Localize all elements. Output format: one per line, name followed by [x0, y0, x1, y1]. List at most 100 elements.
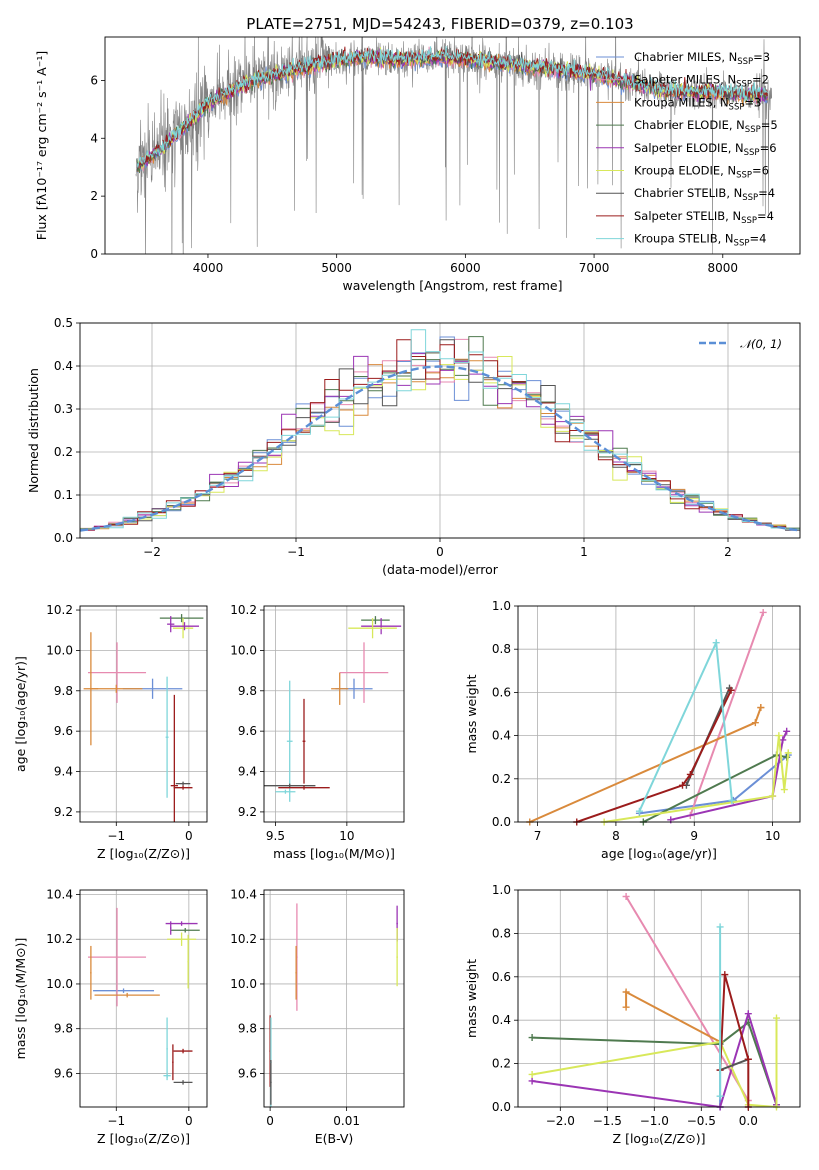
y-tick-label: 9.4 [54, 765, 73, 779]
y-tick-label: 0.4 [54, 359, 73, 373]
mass-weight-line [689, 612, 765, 816]
y-tick-label: 0.0 [492, 815, 511, 829]
y-tick-label: 10.2 [230, 603, 257, 617]
x-tick-label: 0 [266, 1114, 274, 1128]
mass-weight-line [531, 1010, 778, 1107]
y-tick-label: 0.5 [54, 316, 73, 330]
mass-weight-line [719, 1058, 749, 1072]
legend-label: Chabrier MILES, NSSP=3 [634, 50, 770, 67]
y-tick-label: 10.0 [230, 977, 257, 991]
x-tick-label: 7000 [579, 261, 610, 275]
y-tick-label: 0.1 [54, 488, 73, 502]
x-tick-label: 7 [534, 829, 542, 843]
y-tick-label: 10.2 [230, 932, 257, 946]
data-point-marker [635, 807, 643, 815]
x-tick-label: 10 [765, 829, 780, 843]
y-tick-label: 0.0 [492, 1100, 511, 1114]
x-tick-label: 8 [612, 829, 620, 843]
y-tick-label: 1.0 [492, 599, 511, 613]
mass-weight-line [625, 990, 721, 1043]
data-point-marker [716, 923, 724, 931]
axes-frame [263, 605, 405, 823]
axes-frame [79, 605, 208, 823]
x-tick-label: 2 [724, 545, 732, 559]
y-tick-label: 10.4 [46, 887, 73, 901]
data-point-marker [721, 971, 729, 979]
y-axis-label: mass weight [464, 674, 479, 753]
y-tick-label: 0.0 [54, 531, 73, 545]
legend-label: Chabrier STELIB, NSSP=4 [634, 186, 775, 203]
axes-frame [79, 322, 801, 539]
data-point-marker [528, 1077, 536, 1085]
y-axis-label: age [log₁₀(age/yr)] [13, 656, 28, 772]
y-tick-label: 0.2 [492, 772, 511, 786]
y-tick-label: 10.4 [230, 887, 257, 901]
y-tick-label: 10.0 [230, 643, 257, 657]
mass-weight-line [576, 689, 733, 822]
data-point-marker [528, 1070, 536, 1078]
x-tick-label: 0 [185, 1114, 193, 1128]
y-tick-label: 9.2 [238, 805, 257, 819]
data-point-marker [528, 1034, 536, 1042]
x-tick-label: −1 [287, 545, 305, 559]
legend-label: Chabrier ELODIE, NSSP=5 [634, 118, 778, 135]
y-tick-label: 0.3 [54, 402, 73, 416]
y-tick-label: 0.8 [492, 926, 511, 940]
y-tick-label: 0.6 [492, 970, 511, 984]
mass-weight-line [670, 730, 788, 821]
chart-title: PLATE=2751, MJD=54243, FIBERID=0379, z=0… [246, 15, 633, 33]
x-tick-label: 1 [580, 545, 588, 559]
panel-7 [514, 889, 800, 1111]
y-axis-label: Flux [fλ10⁻¹⁷ erg cm⁻² s⁻¹ A⁻¹] [34, 51, 49, 240]
data-point-marker [775, 732, 783, 740]
y-tick-label: 10.2 [46, 932, 73, 946]
x-tick-label: 8000 [708, 261, 739, 275]
x-tick-label: 0.0 [739, 1114, 758, 1128]
x-tick-label: −1.0 [640, 1114, 669, 1128]
axes-frame [79, 889, 208, 1108]
x-tick-label: −1 [107, 829, 125, 843]
data-point-marker [728, 796, 736, 804]
y-tick-label: 9.8 [54, 684, 73, 698]
data-point-marker [751, 719, 759, 727]
model-fit-line [136, 48, 768, 172]
x-tick-label: 4000 [193, 261, 224, 275]
x-tick-label: −2.0 [546, 1114, 575, 1128]
y-tick-label: 9.6 [54, 1066, 73, 1080]
y-tick-label: 9.8 [238, 684, 257, 698]
y-tick-label: 0.8 [492, 642, 511, 656]
y-tick-label: 9.6 [54, 724, 73, 738]
x-tick-label: 0.01 [333, 1114, 360, 1128]
y-tick-label: 1.0 [492, 883, 511, 897]
x-axis-label: age [log₁₀(age/yr)] [601, 846, 717, 861]
axes-frame [263, 889, 405, 1108]
x-tick-label: 6000 [450, 261, 481, 275]
y-axis-label: Normed distribution [26, 368, 41, 493]
data-point-marker [757, 704, 765, 712]
x-tick-label: 0 [436, 545, 444, 559]
y-tick-label: 2 [90, 189, 98, 203]
x-tick-label: 0 [185, 829, 193, 843]
y-tick-label: 10.2 [46, 603, 73, 617]
x-tick-label: −2 [143, 545, 161, 559]
data-point-marker [716, 1092, 724, 1100]
y-tick-label: 10.0 [46, 643, 73, 657]
mass-weight-line [529, 707, 762, 822]
panel-6 [260, 890, 404, 1111]
y-tick-label: 4 [90, 131, 98, 145]
data-point-marker [779, 736, 787, 744]
y-tick-label: 10.0 [46, 977, 73, 991]
x-tick-label: −1.5 [593, 1114, 622, 1128]
y-tick-label: 0 [90, 247, 98, 261]
axes-frame [517, 605, 801, 823]
data-point-marker [773, 1014, 780, 1022]
y-tick-label: 9.8 [54, 1022, 73, 1036]
data-point-marker [679, 781, 686, 789]
data-point-marker [622, 988, 630, 996]
data-point-marker [780, 786, 788, 794]
legend-label: 𝒩(0, 1) [740, 337, 782, 351]
x-axis-label: wavelength [Angstrom, rest frame] [342, 278, 562, 293]
x-tick-label: 9 [690, 829, 698, 843]
legend-label: Salpeter ELODIE, NSSP=6 [634, 141, 777, 158]
